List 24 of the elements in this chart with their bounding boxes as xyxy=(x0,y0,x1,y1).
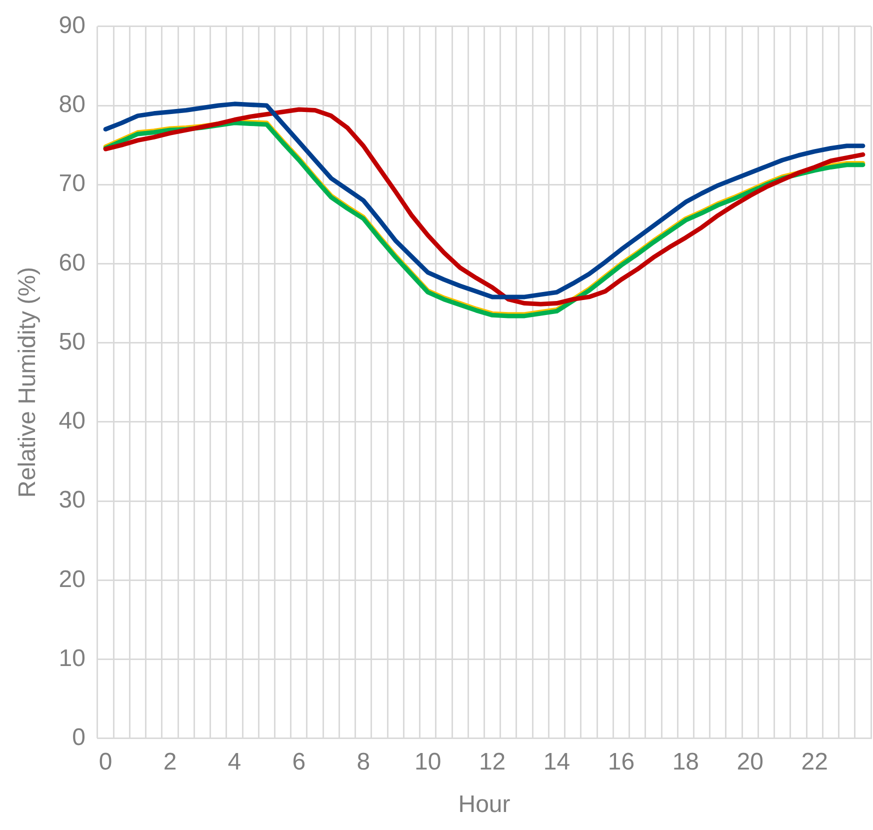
x-axis-title: Hour xyxy=(458,791,510,818)
x-tick-label: 0 xyxy=(98,748,112,776)
x-tick-label: 6 xyxy=(292,748,306,776)
y-tick-label: 60 xyxy=(58,249,86,276)
y-tick-label: 20 xyxy=(58,566,86,593)
x-tick-label: 4 xyxy=(228,748,242,776)
x-tick-label: 8 xyxy=(356,748,370,776)
x-tick-label: 12 xyxy=(478,748,506,776)
y-tick-label: 50 xyxy=(58,328,86,356)
x-tick-label: 2 xyxy=(163,748,177,776)
x-tick-label: 22 xyxy=(801,748,828,776)
y-tick-label: 10 xyxy=(58,644,86,672)
y-tick-label: 0 xyxy=(72,724,86,752)
y-tick-label: 40 xyxy=(58,408,86,435)
y-axis-title: Relative Humidity (%) xyxy=(14,267,42,498)
x-tick-label: 18 xyxy=(672,748,700,776)
y-tick-label: 80 xyxy=(58,91,86,118)
x-tick-label: 14 xyxy=(543,748,570,776)
y-tick-label: 70 xyxy=(58,170,86,198)
x-tick-label: 10 xyxy=(414,748,442,776)
y-tick-label: 90 xyxy=(58,12,86,40)
x-tick-label: 20 xyxy=(736,748,764,776)
y-tick-label: 30 xyxy=(58,486,86,514)
x-tick-label: 16 xyxy=(608,748,635,776)
